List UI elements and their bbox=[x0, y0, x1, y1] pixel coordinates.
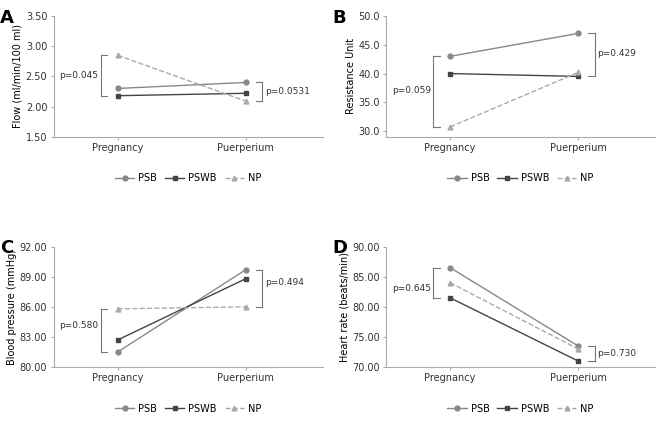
Text: p=0.429: p=0.429 bbox=[597, 49, 636, 58]
Legend: PSB, PSWB, NP: PSB, PSWB, NP bbox=[444, 169, 598, 187]
Text: A: A bbox=[0, 9, 14, 27]
Text: B: B bbox=[332, 9, 346, 27]
Y-axis label: Heart rate (beats/min): Heart rate (beats/min) bbox=[339, 252, 350, 362]
Y-axis label: Blood pressure (mmHg): Blood pressure (mmHg) bbox=[7, 249, 17, 365]
Y-axis label: Resistance Unit: Resistance Unit bbox=[346, 38, 355, 114]
Legend: PSB, PSWB, NP: PSB, PSWB, NP bbox=[111, 169, 265, 187]
Legend: PSB, PSWB, NP: PSB, PSWB, NP bbox=[111, 400, 265, 418]
Text: p=0.580: p=0.580 bbox=[60, 321, 99, 330]
Text: p=0.494: p=0.494 bbox=[265, 278, 304, 287]
Text: p=0.730: p=0.730 bbox=[597, 349, 637, 358]
Legend: PSB, PSWB, NP: PSB, PSWB, NP bbox=[444, 400, 598, 418]
Text: D: D bbox=[332, 239, 348, 257]
Text: p=0.059: p=0.059 bbox=[392, 86, 431, 95]
Text: p=0.645: p=0.645 bbox=[392, 284, 431, 293]
Text: C: C bbox=[0, 239, 13, 257]
Text: p=0.0531: p=0.0531 bbox=[265, 87, 310, 96]
Y-axis label: Flow (ml/min/100 ml): Flow (ml/min/100 ml) bbox=[13, 25, 23, 128]
Text: p=0.045: p=0.045 bbox=[60, 71, 99, 80]
